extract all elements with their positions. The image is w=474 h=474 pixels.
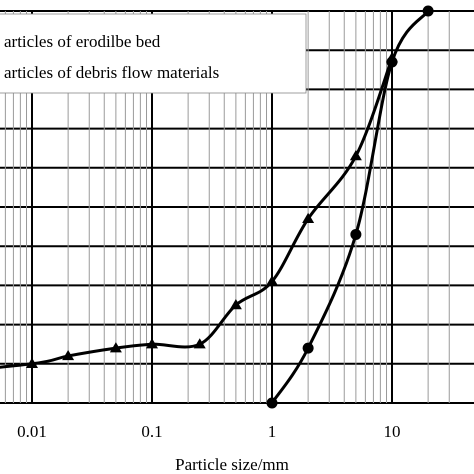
data-point-triangle bbox=[146, 338, 158, 349]
series-layer bbox=[0, 5, 434, 409]
data-point-triangle bbox=[386, 52, 398, 63]
x-tick-label-0.1: 0.1 bbox=[141, 422, 162, 441]
legend-label-erodible-bed: articles of erodilbe bed bbox=[4, 32, 161, 51]
data-point-circle bbox=[422, 5, 434, 17]
data-point-triangle bbox=[26, 357, 38, 368]
x-tick-label-10: 10 bbox=[384, 422, 401, 441]
data-point-circle bbox=[266, 397, 278, 409]
data-point-triangle bbox=[229, 299, 242, 310]
x-axis-title: Particle size/mm bbox=[175, 455, 289, 474]
x-tick-label-1: 1 bbox=[268, 422, 277, 441]
data-point-triangle bbox=[302, 212, 315, 223]
data-point-triangle bbox=[62, 349, 75, 361]
data-point-triangle bbox=[193, 338, 206, 349]
data-point-triangle bbox=[109, 342, 122, 353]
legend-label-debris-flow: articles of debris flow materials bbox=[4, 63, 219, 82]
data-point-circle bbox=[302, 342, 314, 354]
data-point-circle bbox=[350, 228, 362, 240]
data-point-triangle bbox=[266, 275, 278, 286]
legend: articles of erodilbe bed articles of deb… bbox=[0, 13, 307, 94]
x-tick-labels: 0.01 0.1 1 10 bbox=[17, 422, 400, 441]
series-line-triangle bbox=[0, 57, 394, 369]
x-tick-label-0.01: 0.01 bbox=[17, 422, 47, 441]
data-point-triangle bbox=[349, 150, 362, 161]
legend-box bbox=[0, 13, 307, 94]
